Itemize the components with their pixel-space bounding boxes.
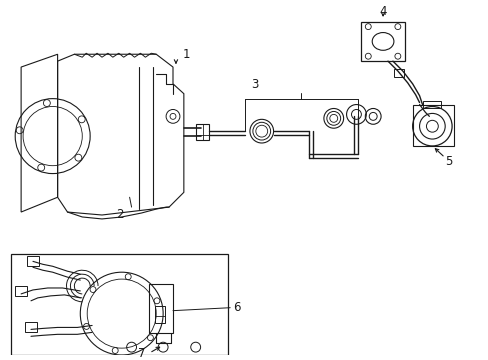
Bar: [393, 69, 403, 77]
Text: 1: 1: [183, 48, 190, 61]
Bar: [27, 256, 39, 266]
Text: 4: 4: [379, 5, 386, 18]
Bar: [25, 323, 37, 332]
Bar: [11, 255, 228, 355]
Bar: [15, 286, 27, 296]
Bar: [412, 104, 453, 146]
Bar: [155, 306, 165, 324]
Text: 5: 5: [445, 155, 452, 168]
Bar: [149, 284, 173, 333]
Text: 6: 6: [233, 301, 241, 314]
Bar: [423, 100, 440, 108]
Bar: [195, 124, 209, 140]
Text: 3: 3: [251, 78, 258, 91]
Text: 2: 2: [116, 208, 123, 221]
Text: 7: 7: [138, 347, 145, 360]
